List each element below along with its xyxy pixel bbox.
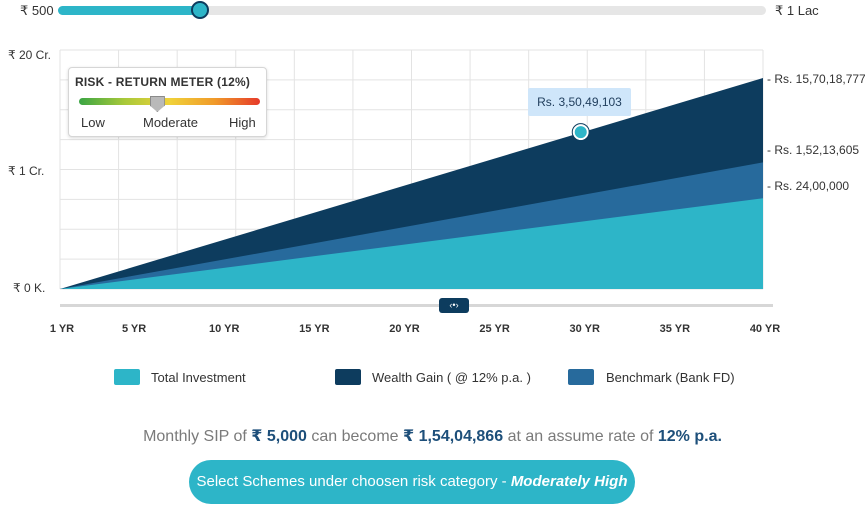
x-tick-label: 1 YR bbox=[49, 323, 75, 335]
value-tooltip: Rs. 3,50,49,103 bbox=[528, 88, 631, 116]
end-value-label: - Rs. 15,70,18,777 bbox=[767, 72, 865, 86]
sip-growth-chart bbox=[59, 49, 773, 307]
legend-benchmark: Benchmark (Bank FD) bbox=[606, 370, 735, 385]
slider-min-label: ₹ 500 bbox=[20, 3, 54, 18]
x-tick-label: 5 YR bbox=[121, 323, 147, 335]
sip-slider-fill bbox=[58, 6, 200, 15]
highlight-ring bbox=[571, 123, 590, 142]
chart-scroll-handle[interactable]: ‹•› bbox=[439, 298, 469, 313]
sip-slider-track[interactable] bbox=[58, 6, 766, 15]
y-tick-label: ₹ 0 K. bbox=[13, 281, 46, 295]
summary-sip-amount: ₹ 5,000 bbox=[251, 428, 307, 445]
x-tick-label: 35 YR bbox=[659, 323, 691, 335]
risk-moderate-label: Moderate bbox=[143, 115, 198, 130]
x-axis-scrollbar bbox=[60, 304, 773, 307]
legend-swatch-total-investment bbox=[114, 369, 140, 385]
risk-meter-pointer-icon bbox=[149, 96, 165, 112]
highlight-point bbox=[572, 124, 589, 141]
legend-swatch-wealth-gain bbox=[335, 369, 361, 385]
sip-slider-thumb[interactable] bbox=[190, 1, 209, 19]
risk-meter-gradient bbox=[79, 98, 260, 105]
summary-prefix: Monthly SIP of bbox=[143, 428, 247, 445]
legend-total-investment: Total Investment bbox=[151, 370, 246, 385]
risk-low-label: Low bbox=[81, 115, 105, 130]
summary-rate: 12% p.a. bbox=[657, 428, 722, 445]
area-total-investment bbox=[60, 198, 763, 289]
risk-return-meter: RISK - RETURN METER (12%) Low Moderate H… bbox=[68, 67, 267, 137]
legend-swatch-benchmark bbox=[568, 369, 594, 385]
summary-result-amount: ₹ 1,54,04,866 bbox=[403, 428, 504, 445]
x-tick-label: 40 YR bbox=[749, 323, 781, 335]
end-value-label: - Rs. 24,00,000 bbox=[767, 179, 850, 193]
x-tick-label: 20 YR bbox=[389, 323, 420, 335]
y-tick-label: ₹ 20 Cr. bbox=[8, 48, 51, 62]
y-tick-label: ₹ 1 Cr. bbox=[8, 164, 45, 178]
x-tick-label: 10 YR bbox=[209, 323, 240, 335]
select-schemes-button[interactable]: Select Schemes under choosen risk catego… bbox=[189, 460, 635, 504]
x-tick-label: 30 YR bbox=[569, 323, 600, 335]
risk-meter-title: RISK - RETURN METER (12%) bbox=[75, 75, 251, 89]
x-tick-label: 25 YR bbox=[479, 323, 510, 335]
x-tick-label: 15 YR bbox=[299, 323, 330, 335]
legend-wealth-gain: Wealth Gain ( @ 12% p.a. ) bbox=[372, 370, 531, 385]
summary-suffix: at an assume rate of bbox=[507, 428, 654, 445]
slider-max-label: ₹ 1 Lac bbox=[775, 3, 819, 18]
risk-high-label: High bbox=[229, 115, 256, 130]
cta-text: Select Schemes under choosen risk catego… bbox=[196, 473, 507, 490]
end-value-label: - Rs. 1,52,13,605 bbox=[767, 143, 860, 157]
summary-middle: can become bbox=[311, 428, 399, 445]
cta-category: Moderately High bbox=[510, 473, 628, 490]
sip-summary: Monthly SIP of ₹ 5,000 can become ₹ 1,54… bbox=[0, 426, 865, 446]
